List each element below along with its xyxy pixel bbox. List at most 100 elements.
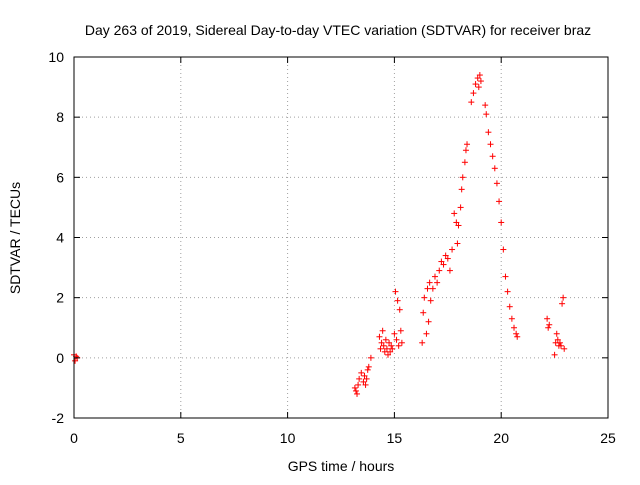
- data-point: [444, 255, 451, 262]
- data-point: [362, 381, 369, 388]
- data-point: [474, 75, 481, 82]
- data-point: [387, 348, 394, 355]
- y-tick-label: 0: [56, 350, 64, 366]
- data-point: [551, 351, 558, 358]
- data-point: [544, 315, 551, 322]
- data-point: [554, 336, 561, 343]
- data-point: [545, 324, 552, 331]
- y-tick-label: -2: [52, 410, 65, 426]
- data-point: [364, 366, 371, 373]
- data-point: [464, 141, 471, 148]
- data-point: [553, 330, 560, 337]
- data-point: [470, 90, 477, 97]
- data-point: [449, 246, 456, 253]
- data-point: [487, 141, 494, 148]
- data-point: [504, 288, 511, 295]
- y-tick-labels: -2 0 2 4 6 8 10: [48, 49, 64, 426]
- data-point: [485, 129, 492, 136]
- data-point: [506, 303, 513, 310]
- data-point: [491, 165, 498, 172]
- data-point: [427, 297, 434, 304]
- data-point: [468, 99, 475, 106]
- y-axis-label: SDTVAR / TECUs: [7, 182, 23, 294]
- x-tick-label: 20: [493, 430, 509, 446]
- data-point: [457, 204, 464, 211]
- data-point: [383, 345, 390, 352]
- data-point: [386, 339, 393, 346]
- data-point: [380, 342, 387, 349]
- x-tick-label: 0: [70, 430, 78, 446]
- y-tick-label: 4: [56, 230, 64, 246]
- data-point: [453, 219, 460, 226]
- data-point: [451, 210, 458, 217]
- data-point: [442, 252, 449, 259]
- data-point: [72, 357, 79, 364]
- data-point: [365, 363, 372, 370]
- data-point: [559, 300, 566, 307]
- data-point: [397, 327, 404, 334]
- data-point: [493, 180, 500, 187]
- data-point: [508, 315, 515, 322]
- data-point: [475, 84, 482, 91]
- data-point: [363, 375, 370, 382]
- data-point: [351, 384, 358, 391]
- data-point: [483, 111, 490, 118]
- data-point: [454, 240, 461, 247]
- data-point: [392, 288, 399, 295]
- data-point: [381, 348, 388, 355]
- data-point: [502, 273, 509, 280]
- data-point: [431, 273, 438, 280]
- data-point: [436, 267, 443, 274]
- data-point: [423, 330, 430, 337]
- data-point: [514, 333, 521, 340]
- data-point: [398, 339, 405, 346]
- y-tick-label: 6: [56, 169, 64, 185]
- data-point: [379, 327, 386, 334]
- y-tick-label: 8: [56, 109, 64, 125]
- data-point: [438, 258, 445, 265]
- data-point: [425, 318, 432, 325]
- x-axis-label: GPS time / hours: [288, 458, 395, 474]
- data-point: [426, 279, 433, 286]
- x-tick-label: 15: [387, 430, 403, 446]
- data-point: [352, 387, 359, 394]
- data-point: [356, 375, 363, 382]
- data-point: [558, 342, 565, 349]
- data-point: [367, 354, 374, 361]
- data-point: [377, 345, 384, 352]
- chart-title: Day 263 of 2019, Sidereal Day-to-day VTE…: [85, 22, 591, 38]
- data-point: [394, 297, 401, 304]
- data-point: [472, 81, 479, 88]
- data-point: [419, 339, 426, 346]
- data-point: [420, 309, 427, 316]
- data-point: [546, 321, 553, 328]
- data-point: [391, 330, 398, 337]
- data-point: [429, 285, 436, 292]
- data-point: [556, 339, 563, 346]
- data-point: [355, 381, 362, 388]
- data-point: [440, 261, 447, 268]
- data-points: [71, 72, 568, 397]
- y-tick-label: 10: [48, 49, 64, 65]
- data-point: [489, 153, 496, 160]
- data-point: [462, 147, 469, 154]
- data-point: [378, 339, 385, 346]
- data-point: [476, 72, 483, 79]
- x-tick-label: 25: [600, 430, 616, 446]
- x-tick-labels: 0 5 10 15 20 25: [70, 430, 616, 446]
- data-point: [560, 294, 567, 301]
- data-point: [358, 369, 365, 376]
- data-point: [396, 306, 403, 313]
- data-point: [511, 324, 518, 331]
- data-point: [421, 294, 428, 301]
- data-point: [459, 174, 466, 181]
- data-point: [434, 279, 441, 286]
- data-point: [482, 102, 489, 109]
- data-point: [461, 159, 468, 166]
- data-point: [389, 345, 396, 352]
- data-point: [384, 351, 391, 358]
- data-point: [424, 285, 431, 292]
- x-tick-label: 10: [280, 430, 296, 446]
